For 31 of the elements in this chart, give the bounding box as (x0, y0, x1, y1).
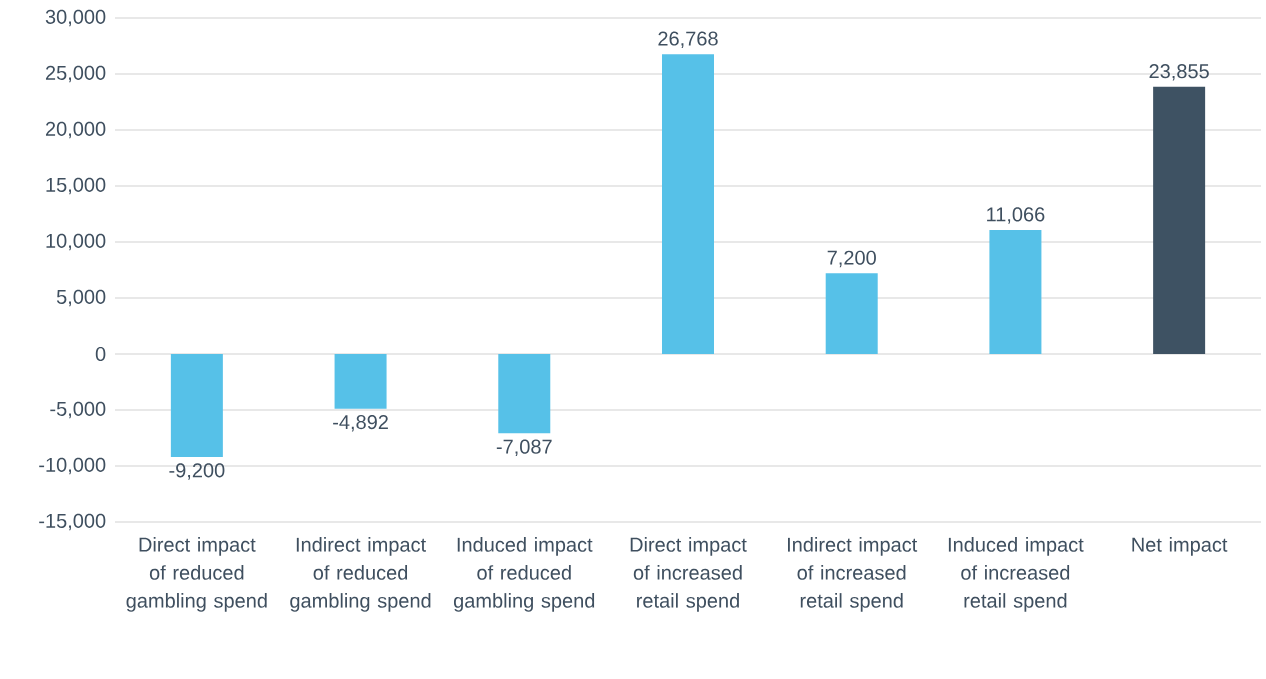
bar (1153, 86, 1206, 354)
x-tick-label: Induced impact of increased retail spend (948, 537, 1084, 612)
y-tick-label: 30,000 (45, 9, 106, 27)
data-label: 7,200 (827, 250, 876, 268)
y-tick-label: 15,000 (46, 177, 106, 195)
y-tick-label: 0 (95, 346, 106, 362)
x-tick-label: Direct impact of reduced gambling spend (126, 537, 267, 612)
data-label: -7,087 (496, 439, 552, 457)
bar (825, 273, 878, 354)
y-tick-label: 20,000 (45, 121, 106, 139)
x-tick-label: Direct impact of increased retail spend (630, 537, 747, 612)
x-tick-label: Indirect impact of reduced gambling spend (290, 537, 431, 612)
y-tick-label: -5,000 (50, 401, 106, 419)
x-tick-label: Indirect impact of increased retail spend (787, 537, 918, 612)
y-tick-label: 10,000 (46, 233, 106, 251)
bar (662, 54, 714, 354)
data-label: 11,066 (987, 207, 1045, 224)
x-tick-label: Induced impact of reduced gambling spend (453, 537, 595, 612)
y-tick-label: -10,000 (39, 457, 106, 475)
data-label: -9,200 (169, 463, 225, 480)
y-tick-label: 5,000 (56, 289, 106, 307)
data-label: 26,768 (658, 31, 718, 48)
y-tick-label: 25,000 (45, 65, 106, 83)
bar (334, 353, 387, 409)
bar (170, 353, 223, 458)
bar (989, 230, 1042, 354)
data-label: -4,892 (333, 414, 388, 432)
y-tick-label: -15,000 (39, 513, 106, 531)
data-label: 23,855 (1149, 64, 1209, 81)
x-tick-label: Net impact (1132, 537, 1228, 556)
bar (498, 353, 551, 434)
